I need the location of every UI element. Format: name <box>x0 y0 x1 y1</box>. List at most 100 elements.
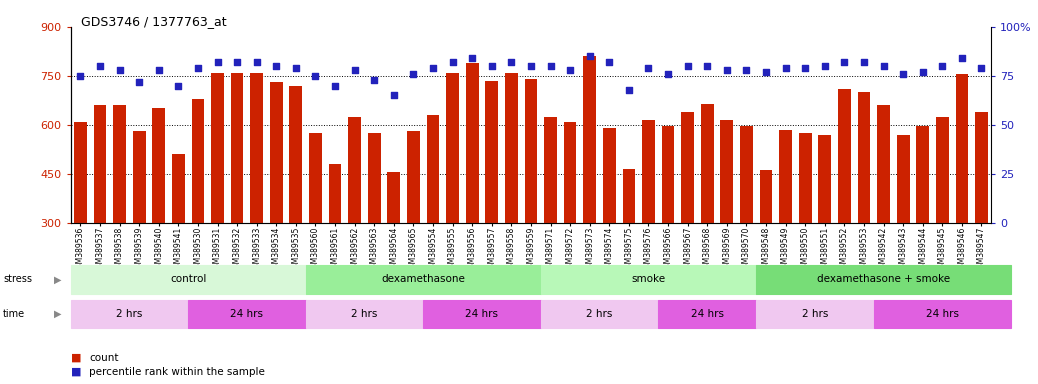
Bar <box>661 126 675 223</box>
Point <box>347 67 363 73</box>
Point <box>444 59 461 65</box>
Point <box>327 83 344 89</box>
Point <box>307 73 324 79</box>
Bar <box>270 83 282 223</box>
Text: ■: ■ <box>71 353 81 363</box>
Point <box>366 77 383 83</box>
Bar <box>897 135 909 223</box>
Point <box>464 55 481 61</box>
Point <box>91 63 108 69</box>
Text: count: count <box>89 353 118 363</box>
Point <box>934 63 951 69</box>
Bar <box>975 112 988 223</box>
Bar <box>780 130 792 223</box>
Bar <box>603 128 616 223</box>
Bar <box>387 172 401 223</box>
Bar <box>133 131 145 223</box>
Text: 24 hrs: 24 hrs <box>230 309 264 319</box>
Point <box>914 69 931 75</box>
Text: 2 hrs: 2 hrs <box>586 309 612 319</box>
Point <box>679 63 695 69</box>
Text: ▶: ▶ <box>54 274 61 285</box>
Point <box>425 65 441 71</box>
Point <box>385 92 402 98</box>
Point <box>777 65 794 71</box>
Point <box>954 55 971 61</box>
Text: 2 hrs: 2 hrs <box>116 309 142 319</box>
Bar <box>857 92 870 223</box>
Point <box>718 67 735 73</box>
Text: 24 hrs: 24 hrs <box>465 309 498 319</box>
Text: 24 hrs: 24 hrs <box>690 309 723 319</box>
Text: dexamethasone + smoke: dexamethasone + smoke <box>817 274 950 285</box>
Text: ▶: ▶ <box>54 309 61 319</box>
Bar <box>681 112 694 223</box>
Point <box>542 63 558 69</box>
Point <box>895 71 911 77</box>
Text: time: time <box>3 309 25 319</box>
Point <box>228 59 245 65</box>
Point <box>581 53 598 59</box>
Text: percentile rank within the sample: percentile rank within the sample <box>89 367 265 377</box>
Bar <box>211 73 224 223</box>
Bar <box>93 105 106 223</box>
Bar <box>917 126 929 223</box>
Point <box>974 65 990 71</box>
Point <box>210 59 226 65</box>
Point <box>758 69 774 75</box>
Text: dexamethasone: dexamethasone <box>381 274 465 285</box>
Bar <box>230 73 244 223</box>
Bar <box>329 164 342 223</box>
Point <box>855 59 872 65</box>
Point <box>817 63 834 69</box>
Bar <box>956 74 968 223</box>
Point <box>836 59 852 65</box>
Point <box>660 71 677 77</box>
Point <box>268 63 284 69</box>
Bar <box>524 79 538 223</box>
Bar <box>643 120 655 223</box>
Bar <box>838 89 851 223</box>
Text: ■: ■ <box>71 367 81 377</box>
Bar <box>466 63 479 223</box>
Bar <box>427 115 439 223</box>
Bar <box>877 105 890 223</box>
Text: 2 hrs: 2 hrs <box>801 309 828 319</box>
Bar <box>504 73 518 223</box>
Bar <box>349 117 361 223</box>
Bar <box>407 131 419 223</box>
Text: 24 hrs: 24 hrs <box>926 309 959 319</box>
Bar <box>936 117 949 223</box>
Bar <box>153 109 165 223</box>
Point <box>621 86 637 93</box>
Bar <box>486 81 498 223</box>
Point <box>405 71 421 77</box>
Bar <box>192 99 204 223</box>
Bar <box>74 121 87 223</box>
Bar <box>564 121 576 223</box>
Bar <box>818 135 831 223</box>
Text: smoke: smoke <box>631 274 665 285</box>
Bar <box>367 133 381 223</box>
Point <box>523 63 540 69</box>
Bar <box>583 56 596 223</box>
Text: GDS3746 / 1377763_at: GDS3746 / 1377763_at <box>81 15 226 28</box>
Bar <box>701 104 713 223</box>
Point <box>190 65 207 71</box>
Point <box>170 83 187 89</box>
Bar <box>760 170 772 223</box>
Bar <box>623 169 635 223</box>
Text: 2 hrs: 2 hrs <box>351 309 378 319</box>
Point <box>503 59 520 65</box>
Point <box>699 63 715 69</box>
Bar <box>290 86 302 223</box>
Point <box>601 59 618 65</box>
Point <box>151 67 167 73</box>
Point <box>562 67 578 73</box>
Point <box>875 63 892 69</box>
Point <box>248 59 265 65</box>
Bar <box>309 133 322 223</box>
Point <box>131 79 147 85</box>
Point <box>738 67 755 73</box>
Bar <box>446 73 459 223</box>
